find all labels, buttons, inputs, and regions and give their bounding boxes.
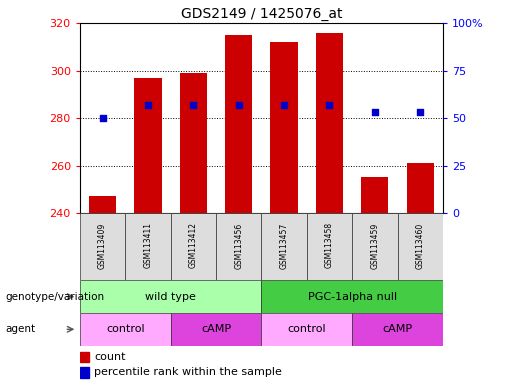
Point xyxy=(98,115,107,121)
Bar xyxy=(361,177,388,213)
Bar xyxy=(261,313,352,346)
Bar xyxy=(134,78,162,213)
Text: GSM113409: GSM113409 xyxy=(98,222,107,268)
Text: agent: agent xyxy=(5,324,35,334)
Text: control: control xyxy=(287,324,326,334)
Point xyxy=(234,102,243,108)
Bar xyxy=(80,213,125,280)
Bar xyxy=(170,313,261,346)
Point xyxy=(280,102,288,108)
Bar xyxy=(180,73,207,213)
Bar xyxy=(406,163,434,213)
Bar xyxy=(125,213,170,280)
Text: wild type: wild type xyxy=(145,291,196,302)
Title: GDS2149 / 1425076_at: GDS2149 / 1425076_at xyxy=(181,7,342,21)
Bar xyxy=(80,313,170,346)
Text: GSM113411: GSM113411 xyxy=(143,222,152,268)
Point xyxy=(325,102,334,108)
Bar xyxy=(80,352,89,362)
Bar xyxy=(261,280,443,313)
Bar xyxy=(307,213,352,280)
Bar xyxy=(316,33,343,213)
Text: GSM113460: GSM113460 xyxy=(416,222,425,268)
Text: cAMP: cAMP xyxy=(383,324,413,334)
Text: cAMP: cAMP xyxy=(201,324,231,334)
Bar xyxy=(89,197,116,213)
Text: percentile rank within the sample: percentile rank within the sample xyxy=(94,367,282,377)
Point xyxy=(144,102,152,108)
Text: GSM113458: GSM113458 xyxy=(325,222,334,268)
Bar xyxy=(80,367,89,378)
Bar xyxy=(270,42,298,213)
Bar xyxy=(225,35,252,213)
Bar xyxy=(216,213,261,280)
Text: GSM113456: GSM113456 xyxy=(234,222,243,268)
Bar xyxy=(261,213,307,280)
Bar xyxy=(352,313,443,346)
Text: genotype/variation: genotype/variation xyxy=(5,291,104,302)
Bar xyxy=(170,213,216,280)
Text: GSM113459: GSM113459 xyxy=(370,222,380,268)
Point xyxy=(189,102,197,108)
Bar xyxy=(398,213,443,280)
Point xyxy=(416,109,424,116)
Bar xyxy=(352,213,398,280)
Bar xyxy=(80,280,261,313)
Text: PGC-1alpha null: PGC-1alpha null xyxy=(307,291,397,302)
Text: count: count xyxy=(94,352,126,362)
Text: GSM113457: GSM113457 xyxy=(280,222,288,268)
Point xyxy=(371,109,379,116)
Text: GSM113412: GSM113412 xyxy=(189,222,198,268)
Text: control: control xyxy=(106,324,145,334)
